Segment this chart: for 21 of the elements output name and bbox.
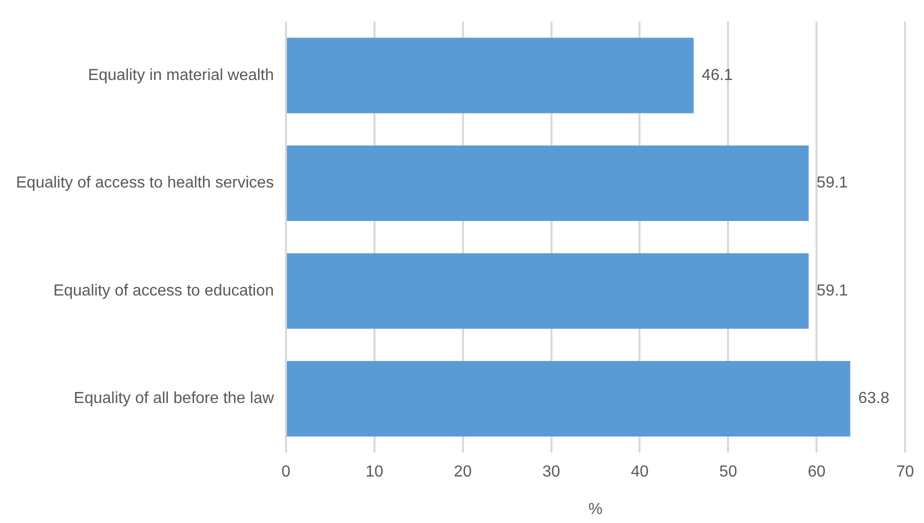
y-tick-label: Equality in material wealth <box>88 66 274 84</box>
data-label: 59.1 <box>816 282 848 300</box>
x-axis-title: % <box>588 500 603 518</box>
x-tick-label: 50 <box>719 464 738 481</box>
data-label: 46.1 <box>702 66 733 84</box>
x-tick-label: 30 <box>542 464 560 481</box>
x-tick-label: 60 <box>808 464 826 481</box>
data-label: 63.8 <box>858 390 890 408</box>
bar <box>286 361 850 436</box>
bar <box>286 146 809 221</box>
data-label: 59.1 <box>816 174 848 192</box>
x-tick-label: 40 <box>630 464 649 481</box>
y-tick-label: Equality of all before the law <box>74 390 274 408</box>
bar <box>286 253 809 329</box>
y-tick-label: Equality of access to education <box>53 282 274 300</box>
x-tick-label: 0 <box>281 464 290 481</box>
x-tick-label: 20 <box>454 464 472 481</box>
x-tick-label: 10 <box>365 464 384 481</box>
y-tick-label: Equality of access to health services <box>16 174 274 192</box>
x-tick-label: 70 <box>896 464 914 481</box>
bar <box>286 38 694 114</box>
